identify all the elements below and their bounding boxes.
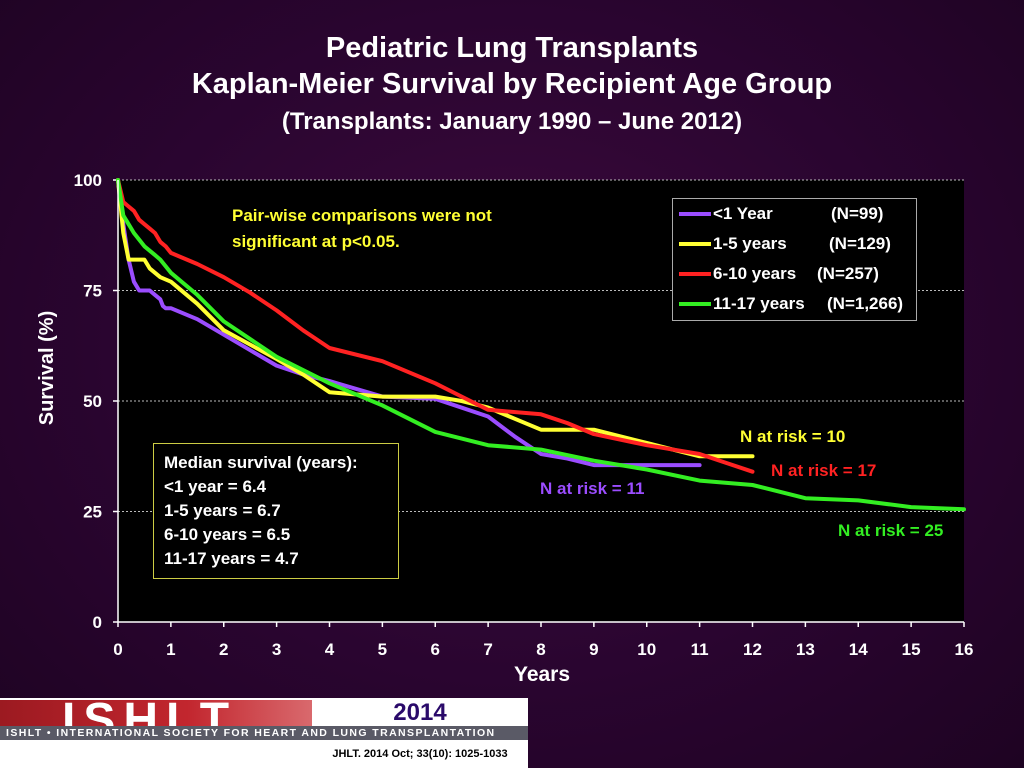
median-survival-box: Median survival (years): <1 year = 6.4 1… <box>153 443 399 579</box>
y-axis-ticks: 0 25 50 75 100 <box>74 171 118 632</box>
journal-citation: JHLT. 2014 Oct; 33(10): 1025-1033 <box>332 748 508 760</box>
significance-note-line1: Pair-wise comparisons were not <box>232 206 492 225</box>
legend-n-11-17: (N=1,266) <box>827 294 904 313</box>
x-tick-label-15: 15 <box>902 640 921 659</box>
y-axis-label: Survival (%) <box>36 310 58 426</box>
legend-label-11-17: 11-17 years <box>713 294 805 313</box>
risk-label-6-10: N at risk = 17 <box>771 461 877 480</box>
y-tick-label-25: 25 <box>83 503 102 522</box>
title-block: Pediatric Lung Transplants Kaplan-Meier … <box>0 30 1024 140</box>
x-tick-label-6: 6 <box>431 640 440 659</box>
x-tick-label-3: 3 <box>272 640 281 659</box>
median-11-17: 11-17 years = 4.7 <box>164 549 299 568</box>
x-tick-label-11: 11 <box>691 640 709 659</box>
x-axis-label: Years <box>513 663 571 686</box>
x-tick-label-4: 4 <box>325 640 335 659</box>
x-tick-label-16: 16 <box>955 640 974 659</box>
legend-item-under-1: <1 Year (N=99) <box>679 199 883 229</box>
significance-note-line2: significant at p<0.05. <box>232 232 400 251</box>
transplant-range: (Transplants: January 1990 – June 2012) <box>281 108 743 135</box>
legend-item-1-5: 1-5 years (N=129) <box>679 229 891 259</box>
series-line-1-5 <box>116 178 755 459</box>
legend-swatch-6-10 <box>679 272 711 276</box>
chart-title: Pediatric Lung Transplants <box>325 32 699 64</box>
median-6-10: 6-10 years = 6.5 <box>164 525 291 544</box>
y-tick-label-100: 100 <box>74 171 102 190</box>
series-lines <box>116 178 966 512</box>
legend-label-1-5: 1-5 years <box>713 234 787 253</box>
x-tick-label-9: 9 <box>589 640 598 659</box>
legend-n-under-1: (N=99) <box>831 204 884 223</box>
x-tick-label-13: 13 <box>796 640 815 659</box>
risk-label-11-17: N at risk = 25 <box>838 521 944 540</box>
x-axis-ticks: 0 1 2 3 4 5 6 7 8 9 10 11 12 13 14 15 16 <box>113 622 973 659</box>
legend-item-6-10: 6-10 years (N=257) <box>679 259 879 289</box>
legend-n-1-5: (N=129) <box>829 234 891 253</box>
series-line-11-17 <box>116 178 966 512</box>
legend: <1 Year (N=99) 1-5 years (N=129) 6-10 ye… <box>672 198 917 321</box>
risk-label-1-5: N at risk = 10 <box>740 427 846 446</box>
median-under-1: <1 year = 6.4 <box>164 477 267 496</box>
legend-n-6-10: (N=257) <box>817 264 879 283</box>
x-tick-label-7: 7 <box>483 640 492 659</box>
legend-swatch-under-1 <box>679 212 711 216</box>
legend-item-11-17: 11-17 years (N=1,266) <box>679 289 903 319</box>
median-heading: Median survival (years): <box>164 453 358 472</box>
society-tagline: ISHLT • INTERNATIONAL SOCIETY FOR HEART … <box>0 726 528 740</box>
x-tick-label-8: 8 <box>536 640 545 659</box>
risk-label-under-1: N at risk = 11 <box>540 479 645 498</box>
legend-label-under-1: <1 Year <box>713 204 773 223</box>
legend-label-6-10: 6-10 years <box>713 264 797 283</box>
legend-swatch-1-5 <box>679 242 711 246</box>
x-tick-label-0: 0 <box>113 640 122 659</box>
x-tick-label-2: 2 <box>219 640 228 659</box>
y-tick-label-0: 0 <box>93 613 102 632</box>
x-tick-label-10: 10 <box>637 640 656 659</box>
legend-swatch-11-17 <box>679 302 711 306</box>
chart-subtitle: Kaplan-Meier Survival by Recipient Age G… <box>191 68 833 100</box>
x-tick-label-14: 14 <box>849 640 868 659</box>
x-tick-label-5: 5 <box>378 640 387 659</box>
x-tick-label-1: 1 <box>166 640 175 659</box>
report-year: 2014 <box>393 699 447 726</box>
y-tick-label-50: 50 <box>83 392 102 411</box>
x-tick-label-12: 12 <box>743 640 762 659</box>
median-1-5: 1-5 years = 6.7 <box>164 501 281 520</box>
significance-note: Pair-wise comparisons were not significa… <box>232 203 592 255</box>
y-tick-label-75: 75 <box>83 282 102 301</box>
series-line-6-10 <box>116 178 755 474</box>
